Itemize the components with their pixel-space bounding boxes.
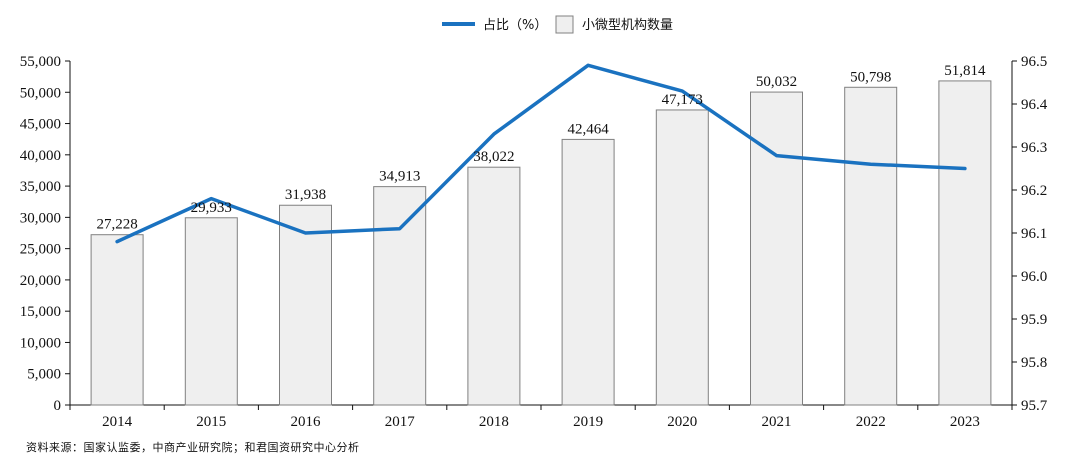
legend: 占比（%） 小微型机构数量 [442,15,673,34]
source-note: 资料来源：国家认监委，中商产业研究院；和君国资研究中心分析 [26,441,360,454]
bar-value-label: 50,032 [756,74,797,90]
legend-line-label: 占比（%） [483,18,547,33]
x-tick-label: 2020 [667,414,697,430]
bar-data-labels: 27,228 29,933 31,938 34,913 38,022 42,464 47,1… [96,63,986,233]
bar [750,91,803,406]
line-point [116,241,118,243]
legend-bar-label: 小微型机构数量 [582,18,673,33]
y-axis-right-ticks: 95.7 95.8 95.9 96.0 96.1 96.2 96.3 96.4 96.5 [1012,54,1048,414]
y-right-tick-label: 96.2 [1021,183,1047,199]
bar-value-label: 42,464 [567,121,609,137]
bar-value-label: 47,173 [662,92,703,108]
y-left-tick-label: 50,000 [20,85,61,101]
bar [373,186,427,406]
bar [184,217,238,406]
y-left-tick-label: 5,000 [27,367,61,383]
line-point [776,155,777,157]
legend-bar-swatch [555,15,574,34]
bar-value-label: 31,938 [285,187,326,203]
y-right-tick-label: 96.3 [1021,140,1047,156]
line-point [399,228,401,230]
line-point [681,90,683,92]
line-point [587,64,589,66]
y-right-tick-label: 96.4 [1021,97,1048,113]
bar [90,234,144,406]
y-right-tick-label: 96.5 [1021,54,1047,70]
y-right-tick-label: 95.9 [1021,312,1047,328]
x-tick-label: 2022 [856,414,886,430]
line-point [964,168,966,169]
bar-value-label: 34,913 [379,169,420,185]
y-left-tick-label: 45,000 [20,117,61,133]
line-series [115,63,967,244]
x-tick-label: 2015 [196,414,226,430]
y-right-tick-label: 95.8 [1021,355,1047,371]
bar [467,166,521,406]
bar [561,138,615,406]
bar [655,109,709,406]
y-right-tick-label: 96.1 [1021,226,1047,242]
x-tick-label: 2018 [479,414,509,430]
line-point [305,232,306,234]
bar-value-label: 51,814 [944,63,986,79]
line-point [493,133,495,135]
x-axis-ticks: 2014 2015 2016 2017 2018 2019 2020 2021 2022 2023 [69,405,1013,430]
bar-value-label: 50,798 [850,69,891,85]
bar-value-label: 38,022 [473,149,514,165]
x-tick-label: 2021 [762,414,792,430]
bar [844,86,898,406]
y-left-tick-label: 20,000 [20,273,61,289]
bar-value-label: 27,228 [96,217,137,233]
y-left-tick-label: 25,000 [20,242,61,258]
x-tick-label: 2017 [385,414,416,430]
bar-value-label: 29,933 [191,200,232,216]
x-tick-label: 2016 [291,414,322,430]
x-tick-label: 2014 [102,414,133,430]
line-point [870,163,872,165]
bar [938,80,992,406]
percentage-line [115,63,967,244]
y-left-tick-label: 10,000 [20,335,61,351]
y-right-tick-label: 96.0 [1021,269,1047,285]
bars [90,80,992,406]
y-left-tick-label: 35,000 [20,179,61,195]
y-left-tick-label: 15,000 [20,304,61,320]
y-axis-left-ticks: 0 5,000 10,000 15,000 20,000 25,000 30,000 35,0… [20,54,70,414]
line-point [210,198,212,200]
x-tick-label: 2019 [573,414,603,430]
y-right-tick-label: 95.7 [1021,398,1048,414]
y-left-tick-label: 40,000 [20,148,61,164]
y-left-tick-label: 55,000 [20,54,61,70]
x-tick-label: 2023 [950,414,980,430]
y-left-tick-label: 30,000 [20,210,61,226]
y-left-tick-label: 0 [54,398,62,414]
bar [279,204,332,406]
